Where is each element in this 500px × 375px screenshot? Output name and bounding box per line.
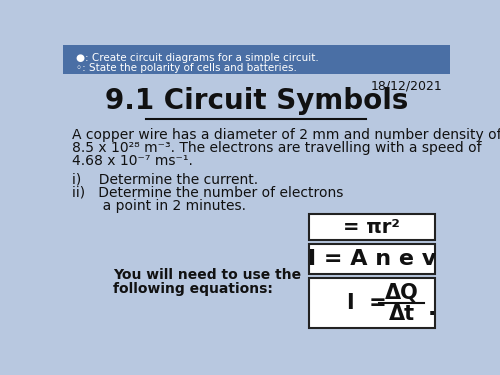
Text: ΔQ: ΔQ xyxy=(385,284,419,303)
Text: 8.5 x 10²⁸ m⁻³. The electrons are travelling with a speed of: 8.5 x 10²⁸ m⁻³. The electrons are travel… xyxy=(72,141,482,155)
Text: I = A n e v: I = A n e v xyxy=(308,249,436,269)
Text: following equations:: following equations: xyxy=(113,282,273,296)
FancyBboxPatch shape xyxy=(309,214,434,240)
Text: i)    Determine the current.: i) Determine the current. xyxy=(72,172,258,186)
Text: a point in 2 minutes.: a point in 2 minutes. xyxy=(72,199,246,213)
Text: Δt: Δt xyxy=(389,304,415,324)
Text: = πr²: = πr² xyxy=(344,217,400,237)
Text: ii)   Determine the number of electrons: ii) Determine the number of electrons xyxy=(72,186,343,200)
Text: 4.68 x 10⁻⁷ ms⁻¹.: 4.68 x 10⁻⁷ ms⁻¹. xyxy=(72,154,192,168)
Text: 18/12/2021: 18/12/2021 xyxy=(370,80,442,93)
Text: ◦: State the polarity of cells and batteries.: ◦: State the polarity of cells and batte… xyxy=(76,63,298,73)
Text: ●: Create circuit diagrams for a simple circuit.: ●: Create circuit diagrams for a simple … xyxy=(76,53,319,63)
FancyBboxPatch shape xyxy=(309,244,434,274)
Text: 9.1 Circuit Symbols: 9.1 Circuit Symbols xyxy=(104,87,408,116)
Text: I  =: I = xyxy=(347,293,387,314)
Text: You will need to use the: You will need to use the xyxy=(113,268,301,282)
FancyBboxPatch shape xyxy=(62,45,450,74)
Text: A copper wire has a diameter of 2 mm and number density of: A copper wire has a diameter of 2 mm and… xyxy=(72,128,500,142)
Text: .: . xyxy=(428,300,436,320)
FancyBboxPatch shape xyxy=(309,278,434,328)
